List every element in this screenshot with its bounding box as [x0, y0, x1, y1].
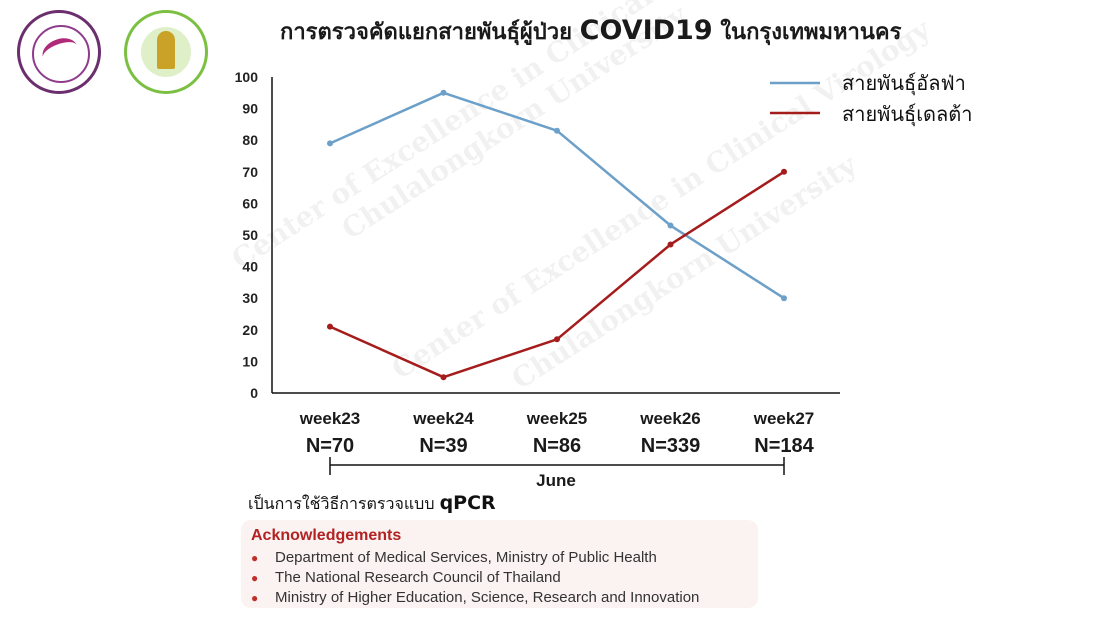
data-point: [781, 168, 787, 175]
watermark-text: Center of Excellence in Clinical Virolog…: [386, 12, 937, 386]
data-point: [327, 140, 333, 147]
bullet-icon: ●: [251, 571, 259, 585]
x-category-label: week23: [299, 409, 361, 428]
y-tick-label: 40: [242, 259, 258, 275]
y-tick-label: 10: [242, 353, 258, 369]
sample-size-label: N=86: [533, 435, 581, 457]
y-tick-label: 60: [242, 195, 258, 211]
acknowledgements-box: Acknowledgements ● Department of Medical …: [241, 520, 758, 608]
x-category-labels: week23 N=70 week24 N=39 week25 N=86 week26 N=33…: [299, 409, 815, 457]
logo-emblem: [157, 31, 175, 69]
acknowledgement-item: ● Department of Medical Services, Ministr…: [251, 548, 748, 568]
faculty-of-medicine-logo: [124, 10, 208, 94]
y-tick-label: 20: [242, 322, 258, 338]
y-tick-labels: 0 10 20 30 40 50 60 70 80 90 100: [235, 69, 259, 401]
data-point: [440, 89, 447, 96]
center-of-excellence-logo: [17, 10, 101, 94]
bullet-icon: ●: [251, 551, 259, 565]
x-category-label: week27: [753, 409, 815, 428]
method-emphasis: qPCR: [439, 492, 496, 514]
method-note: เป็นการใช้วิธีการตรวจแบบ qPCR: [248, 492, 496, 517]
legend-label-delta: สายพันธุ์เดลต้า: [842, 102, 973, 127]
series-lines: [327, 89, 787, 381]
title-thai-prefix: การตรวจคัดแยกสายพันธุ์ผู้ป่วย: [280, 20, 572, 45]
y-tick-label: 30: [242, 290, 258, 306]
acknowledgements-title: Acknowledgements: [251, 527, 402, 544]
y-tick-label: 80: [242, 132, 258, 148]
acknowledgement-item: ● Ministry of Higher Education, Science, …: [251, 588, 748, 608]
june-bracket: June: [329, 457, 785, 490]
acknowledgement-text: The National Research Council of Thailan…: [275, 569, 561, 586]
y-tick-label: 70: [242, 164, 258, 180]
legend: สายพันธุ์อัลฟ่า สายพันธุ์เดลต้า: [770, 71, 973, 127]
sample-size-label: N=184: [754, 435, 814, 457]
watermark: Center of Excellence in Clinical Virolog…: [226, 0, 937, 396]
x-group-label: June: [536, 471, 576, 490]
sample-size-label: N=70: [306, 435, 354, 457]
legend-label-alpha: สายพันธุ์อัลฟ่า: [842, 71, 966, 96]
acknowledgement-text: Ministry of Higher Education, Science, R…: [275, 589, 700, 606]
acknowledgement-item: ● The National Research Council of Thaila…: [251, 568, 748, 588]
x-category-label: week24: [412, 409, 474, 428]
chart-title: การตรวจคัดแยกสายพันธุ์ผู้ป่วย COVID19 ใน…: [280, 14, 902, 49]
data-point: [554, 127, 560, 134]
title-thai-suffix: ในกรุงเทพมหานคร: [720, 20, 902, 45]
bullet-icon: ●: [251, 591, 259, 605]
y-tick-label: 0: [250, 385, 258, 401]
x-category-label: week26: [639, 409, 701, 428]
y-tick-label: 90: [242, 101, 258, 117]
x-category-label: week25: [526, 409, 588, 428]
logo-ring: [32, 25, 90, 83]
method-text: เป็นการใช้วิธีการตรวจแบบ: [248, 494, 435, 513]
sample-size-label: N=39: [419, 435, 467, 457]
data-point: [781, 295, 787, 302]
y-tick-label: 50: [242, 227, 258, 243]
data-point: [667, 222, 674, 229]
data-point: [440, 374, 447, 381]
title-covid: COVID19: [579, 15, 713, 46]
data-point: [327, 323, 333, 330]
y-tick-label: 100: [235, 69, 259, 85]
acknowledgement-text: Department of Medical Services, Ministry…: [275, 549, 657, 566]
data-point: [667, 241, 674, 248]
data-point: [554, 336, 560, 343]
sample-size-label: N=339: [641, 435, 701, 457]
